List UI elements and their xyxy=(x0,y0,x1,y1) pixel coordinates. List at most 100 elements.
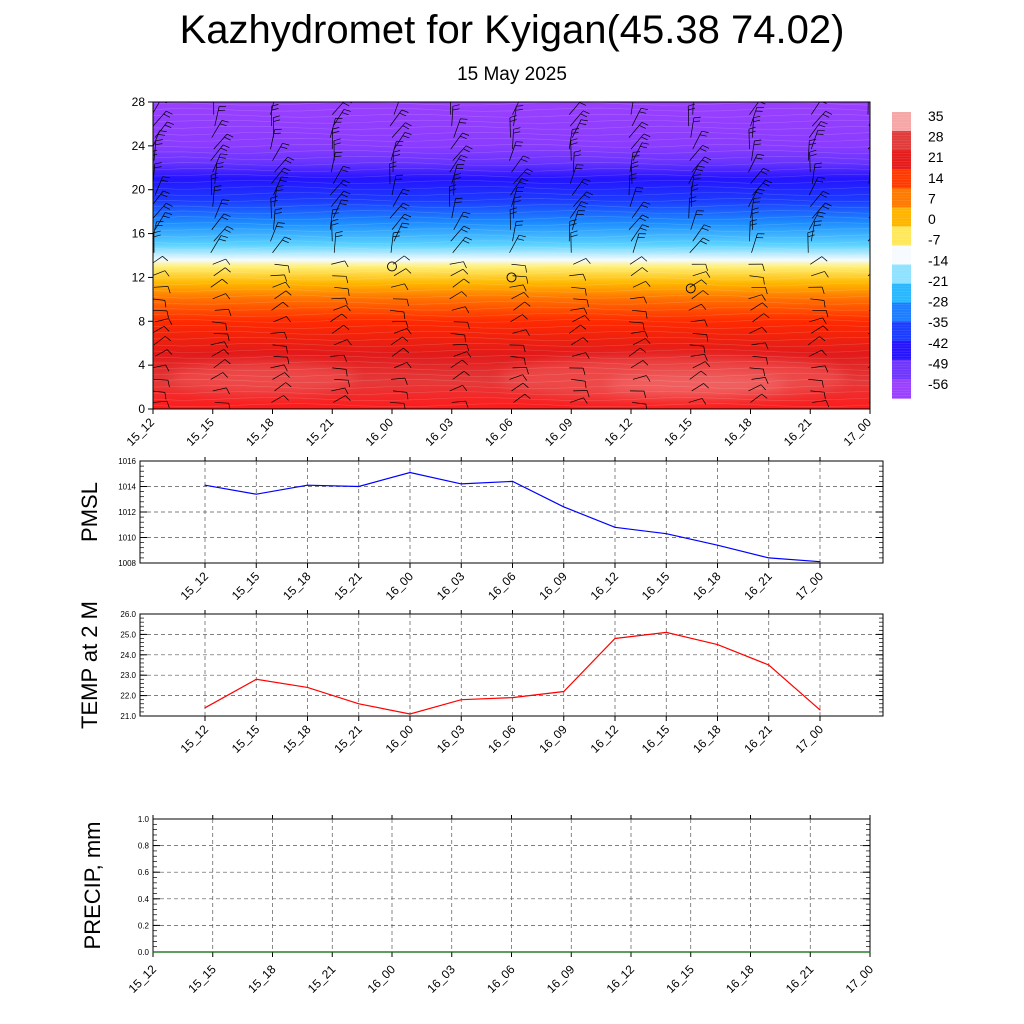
wind-barb-flag xyxy=(701,130,709,133)
wind-barb xyxy=(214,309,229,311)
wind-barb xyxy=(390,283,405,288)
contour-line xyxy=(153,349,870,353)
wind-barb xyxy=(452,236,466,253)
wind-barb xyxy=(628,214,643,230)
colorbar-label: 14 xyxy=(928,170,944,186)
wind-barb-flag xyxy=(763,313,770,319)
wind-barb-flag xyxy=(809,149,817,153)
wind-barb xyxy=(271,167,285,184)
wind-barb-flag xyxy=(693,178,701,180)
y-tick-label: 1012 xyxy=(118,508,136,517)
wind-barb-flag xyxy=(509,119,517,122)
wind-barb-flag xyxy=(807,230,815,234)
wind-barb-flag xyxy=(757,188,765,191)
wind-barb-flag xyxy=(586,191,594,196)
wind-barb-flag xyxy=(332,131,340,134)
wind-barb xyxy=(274,156,288,173)
wind-barb xyxy=(153,221,157,239)
wind-barb-flag xyxy=(580,324,587,330)
wind-barb xyxy=(453,212,464,230)
wind-barb xyxy=(333,395,346,403)
wind-barb xyxy=(451,306,466,311)
wind-barb-flag xyxy=(704,319,708,327)
temperature-colorbar: 35 28 21 14 7 0 -7 -14 -21 -28 -35 -42 -49 -56 xyxy=(892,108,948,399)
wind-barb xyxy=(451,400,466,403)
wind-barb-flag xyxy=(164,270,170,277)
x-tick-label: 16_21 xyxy=(781,415,815,449)
wind-barb-flag xyxy=(513,196,521,199)
wind-barb-flag xyxy=(284,274,288,282)
wind-barb-flag xyxy=(579,204,586,208)
wind-barb-flag xyxy=(883,404,884,411)
wind-barb xyxy=(272,236,285,253)
y-tick-label: 21.0 xyxy=(120,712,136,721)
wind-barb xyxy=(273,356,288,358)
wind-barb xyxy=(751,209,753,230)
wind-barb-flag xyxy=(809,138,817,142)
wind-barb-flag xyxy=(582,368,586,375)
wind-barb-flag xyxy=(693,120,701,123)
wind-barb-flag xyxy=(761,393,768,399)
x-tick-label: 15_12 xyxy=(126,962,160,996)
wind-barb-flag xyxy=(879,137,885,140)
wind-barb-flag xyxy=(462,132,470,136)
wind-barb-flag xyxy=(454,173,461,176)
x-tick-label: 16_12 xyxy=(588,722,622,756)
wind-barb xyxy=(213,133,228,150)
contour-line xyxy=(153,300,870,305)
wind-barb-flag xyxy=(706,334,709,342)
wind-barb-flag xyxy=(821,286,825,294)
wind-barb-flag xyxy=(224,267,231,273)
wind-barb-flag xyxy=(639,347,646,353)
wind-barb-flag xyxy=(689,196,697,199)
colorbar-label: 7 xyxy=(928,191,936,207)
wind-barb-flag xyxy=(763,369,766,377)
contour-line xyxy=(153,318,870,323)
wind-barb-flag xyxy=(465,145,473,150)
x-tick-label: 15_12 xyxy=(178,569,212,603)
wind-barb-flag xyxy=(343,324,350,330)
wind-barb-flag xyxy=(524,393,531,399)
wind-barb-flag xyxy=(629,173,637,176)
wind-barb-flag xyxy=(153,149,158,152)
wind-barb-flag xyxy=(282,239,289,244)
wind-barb xyxy=(872,153,879,172)
wind-barb-flag xyxy=(165,364,170,372)
wind-barb xyxy=(211,349,225,357)
wind-barb xyxy=(569,324,581,334)
wind-barb xyxy=(810,256,823,265)
x-tick-label: 16_21 xyxy=(783,962,817,996)
data-point xyxy=(306,484,309,486)
x-tick-label: 15_15 xyxy=(229,569,263,603)
wind-barb xyxy=(391,213,405,230)
wind-barb-flag xyxy=(406,362,412,369)
x-tick-label: 16_00 xyxy=(365,962,399,996)
wind-barb-flag xyxy=(223,213,231,217)
wind-barb-flag xyxy=(757,153,765,156)
wind-barb-flag xyxy=(288,265,290,273)
wind-barb-flag xyxy=(460,118,468,120)
x-tick-label: 16_15 xyxy=(661,415,695,449)
heatmap-field xyxy=(153,102,870,409)
x-tick-label: 16_00 xyxy=(383,569,417,603)
wind-barb xyxy=(450,132,463,150)
wind-barb-flag xyxy=(817,129,825,132)
wind-barb-flag xyxy=(285,290,292,296)
wind-barb-flag xyxy=(573,154,581,157)
data-point xyxy=(749,951,752,953)
wind-barb-flag xyxy=(640,107,648,111)
wind-barb xyxy=(569,201,582,219)
wind-barb xyxy=(748,154,758,173)
colorbar-label: -7 xyxy=(928,232,941,248)
wind-barb-flag xyxy=(761,98,768,101)
wind-barb-flag xyxy=(347,288,350,296)
y-axis-label: TEMP at 2 M xyxy=(77,601,102,729)
wind-barb xyxy=(748,294,763,300)
wind-barb-flag xyxy=(222,144,230,149)
x-tick-label: 16_21 xyxy=(741,722,775,756)
wind-barb xyxy=(628,347,641,357)
wind-barb-flag xyxy=(342,102,350,107)
y-tick-label: 1014 xyxy=(118,483,136,492)
wind-barb-flag xyxy=(449,188,457,192)
wind-barb-flag xyxy=(346,305,351,312)
